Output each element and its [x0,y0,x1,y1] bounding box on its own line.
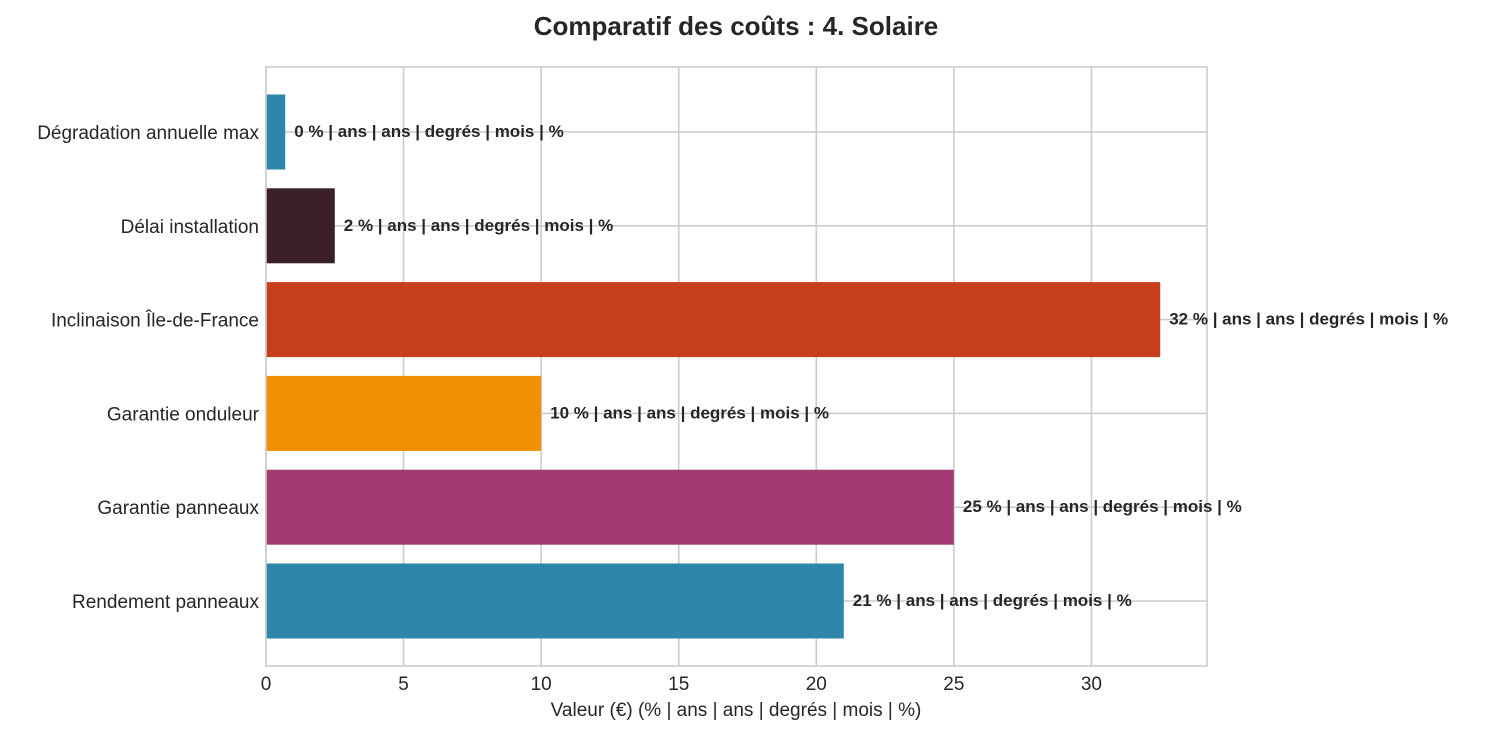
chart-title: Comparatif des coûts : 4. Solaire [534,11,939,41]
bar [266,469,954,545]
y-tick-label: Délai installation [121,217,259,238]
x-tick-labels: 0 5 10 15 20 25 30 [261,674,1102,695]
x-tick-label: 30 [1081,674,1102,695]
y-tick-label: Rendement panneaux [72,592,259,613]
y-tick-label: Dégradation annuelle max [37,123,259,144]
x-tick-label: 5 [398,674,409,695]
x-tick-label: 10 [531,674,552,695]
bar [266,94,286,170]
bar [266,188,335,264]
y-tick-labels: Rendement panneaux Garantie panneaux Garan… [37,123,259,613]
x-tick-label: 0 [261,674,272,695]
y-tick-label: Garantie panneaux [97,498,259,519]
bar [266,563,844,639]
x-tick-label: 20 [806,674,827,695]
data-labels: 21 % | ans | ans | degrés | mois | % 25 %… [294,122,1448,610]
x-tick-label: 15 [668,674,689,695]
x-tick-label: 25 [943,674,964,695]
data-label: 32 % | ans | ans | degrés | mois | % [1169,310,1448,329]
x-axis-label: Valeur (€) (% | ans | ans | degrés | moi… [551,700,922,721]
bar [266,375,542,451]
data-label: 21 % | ans | ans | degrés | mois | % [853,591,1132,610]
plot-frame [265,66,1208,667]
data-label: 10 % | ans | ans | degrés | mois | % [550,403,829,422]
y-tick-label: Inclinaison Île-de-France [51,310,259,332]
bars [266,94,1161,639]
data-label: 0 % | ans | ans | degrés | mois | % [294,122,563,141]
y-tick-label: Garantie onduleur [107,404,260,425]
data-label: 25 % | ans | ans | degrés | mois | % [963,497,1242,516]
data-label: 2 % | ans | ans | degrés | mois | % [344,216,613,235]
bar [266,282,1161,358]
